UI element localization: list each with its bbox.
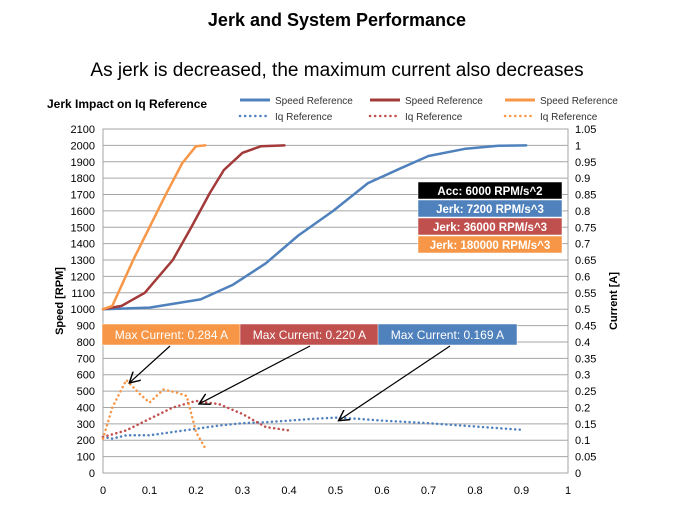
- max-current-text: Max Current: 0.169 A: [391, 328, 504, 342]
- x-tick-label: 0.6: [374, 485, 389, 497]
- y2-tick-label: 1: [575, 140, 581, 152]
- y2-tick-label: 0.5: [575, 304, 590, 316]
- max-current-box: [377, 323, 518, 346]
- y2-tick-label: 0.25: [575, 386, 596, 398]
- y-tick-label: 500: [77, 386, 95, 398]
- info-box-text: Jerk: 36000 RPM/s^3: [433, 222, 547, 234]
- y-tick-label: 0: [89, 468, 95, 480]
- y2-tick-label: 0.95: [575, 157, 596, 169]
- legend-label: Iq Reference: [275, 112, 333, 123]
- y-tick-label: 1600: [71, 206, 95, 218]
- y2-tick-label: 0: [575, 468, 581, 480]
- info-box: [417, 217, 563, 236]
- y2-axis-label: Current [A]: [608, 272, 620, 330]
- y2-tick-label: 0.45: [575, 321, 596, 333]
- y2-tick-label: 0.9: [575, 173, 590, 185]
- y-tick-label: 1000: [71, 304, 95, 316]
- speed-reference-line-1: [101, 144, 286, 311]
- y2-tick-label: 0.75: [575, 222, 596, 234]
- max-current-text: Max Current: 0.284 A: [115, 328, 228, 342]
- y-tick-label: 1500: [71, 222, 95, 234]
- y2-tick-label: 0.7: [575, 239, 590, 251]
- y2-tick-label: 0.05: [575, 452, 596, 464]
- y-tick-label: 800: [77, 337, 95, 349]
- y-tick-label: 700: [77, 353, 95, 365]
- annotation-arrow: [199, 345, 311, 404]
- y2-tick-label: 0.55: [575, 288, 596, 300]
- y-tick-label: 1400: [71, 239, 95, 251]
- y2-tick-label: 0.85: [575, 190, 596, 202]
- y-tick-label: 1100: [71, 288, 95, 300]
- y2-tick-label: 0.8: [575, 206, 590, 218]
- y2-tick-label: 0.1: [575, 435, 590, 447]
- y2-tick-label: 0.4: [575, 337, 590, 349]
- y-tick-label: 1800: [71, 173, 95, 185]
- x-tick-label: 0: [100, 485, 106, 497]
- annotation-arrow: [339, 345, 451, 421]
- info-box: [417, 235, 563, 254]
- y2-tick-label: 0.15: [575, 419, 596, 431]
- y-tick-label: 1200: [71, 271, 95, 283]
- info-box: [417, 181, 563, 200]
- y-tick-label: 1700: [71, 190, 95, 202]
- info-box-text: Jerk: 7200 RPM/s^3: [436, 204, 544, 216]
- y-tick-label: 900: [77, 321, 95, 333]
- x-tick-label: 0.4: [281, 485, 296, 497]
- y-tick-label: 2100: [71, 124, 95, 136]
- x-tick-label: 0.7: [421, 485, 436, 497]
- y-tick-label: 100: [77, 452, 95, 464]
- y-tick-label: 400: [77, 402, 95, 414]
- x-tick-label: 0.9: [514, 485, 529, 497]
- slide-title: Jerk and System Performance: [207, 10, 467, 30]
- y-tick-label: 200: [77, 435, 95, 447]
- iq-reference-line-5: [101, 378, 207, 450]
- info-box-text: Jerk: 180000 RPM/s^3: [430, 240, 551, 252]
- y-tick-label: 1900: [71, 157, 95, 169]
- max-current-text: Max Current: 0.220 A: [253, 328, 366, 342]
- y-tick-label: 1300: [71, 255, 95, 267]
- y2-tick-label: 0.6: [575, 271, 590, 283]
- x-tick-label: 0.8: [467, 485, 482, 497]
- x-tick-label: 0.3: [235, 485, 250, 497]
- y-tick-label: 2000: [71, 140, 95, 152]
- speed-reference-line-2: [101, 144, 207, 311]
- x-tick-label: 0.2: [188, 485, 203, 497]
- info-box-text: Acc: 6000 RPM/s^2: [437, 186, 542, 198]
- speed-reference-line-0: [101, 144, 528, 311]
- legend-label: Speed Reference: [405, 96, 483, 107]
- x-tick-label: 1: [565, 485, 571, 497]
- legend-label: Iq Reference: [540, 112, 598, 123]
- info-box: [417, 199, 563, 218]
- x-tick-label: 0.1: [142, 485, 157, 497]
- legend-label: Iq Reference: [405, 112, 463, 123]
- chart-title: Jerk Impact on Iq Reference: [47, 97, 207, 111]
- annotation-arrow: [129, 345, 171, 383]
- slide-subtitle: As jerk is decreased, the maximum curren…: [90, 60, 584, 81]
- legend-label: Speed Reference: [540, 96, 618, 107]
- y2-tick-label: 1.05: [575, 124, 596, 136]
- y2-tick-label: 0.35: [575, 353, 596, 365]
- y-axis-label: Speed [RPM]: [54, 267, 66, 335]
- y2-tick-label: 0.65: [575, 255, 596, 267]
- legend-label: Speed Reference: [275, 96, 353, 107]
- x-tick-label: 0.5: [328, 485, 343, 497]
- y2-tick-label: 0.3: [575, 370, 590, 382]
- y-tick-label: 300: [77, 419, 95, 431]
- iq-reference-line-4: [101, 399, 291, 439]
- y2-tick-label: 0.2: [575, 402, 590, 414]
- y-tick-label: 600: [77, 370, 95, 382]
